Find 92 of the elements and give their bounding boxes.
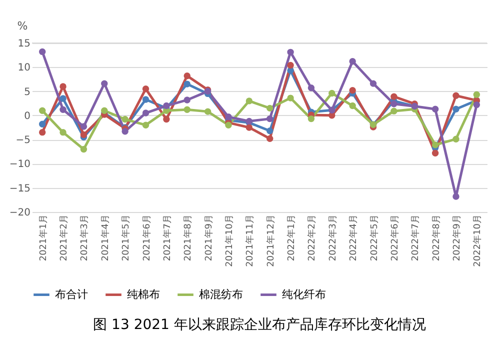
legend-label: 布合计 [55, 288, 88, 301]
x-tick-label: 2021年2月 [58, 214, 70, 262]
y-tick-label: 5 [24, 86, 30, 98]
point [390, 108, 398, 114]
point [266, 104, 274, 112]
x-tick-label: 2022年9月 [451, 214, 462, 262]
point [122, 128, 128, 135]
point [184, 72, 190, 80]
point [390, 100, 398, 108]
x-tick-label: 2022年6月 [389, 214, 400, 262]
point [349, 102, 356, 110]
text: 图 13 2021 年以来跟踪企业布产品库存环比变化情况 [93, 317, 426, 333]
point [60, 83, 66, 90]
point [390, 93, 398, 100]
point [349, 58, 356, 65]
legend-label: 纯棉布 [127, 288, 160, 301]
x-tick-label: 2021年12月 [265, 214, 276, 267]
x-tick-label: 2022年3月 [327, 214, 338, 262]
point [142, 122, 150, 128]
y-tick-label: 0 [24, 110, 30, 122]
point [60, 106, 66, 113]
point [287, 94, 294, 102]
point [184, 106, 190, 113]
point [287, 62, 294, 69]
x-tick-label: 2021年5月 [120, 214, 132, 262]
point [432, 150, 439, 156]
point [452, 92, 460, 99]
legend-label: 棉混纺布 [199, 288, 243, 301]
legend-label: 纯化纤布 [282, 288, 326, 301]
point [328, 90, 336, 97]
point [163, 102, 170, 110]
point [308, 84, 315, 92]
point [80, 131, 88, 138]
point [142, 86, 150, 92]
x-tick-label: 2021年1月 [38, 214, 49, 262]
x-tick-label: 2022年4月 [348, 214, 360, 262]
x-tick-label: 2022年2月 [306, 214, 318, 262]
point [184, 80, 190, 88]
point [80, 123, 88, 130]
point [38, 128, 46, 136]
point [60, 128, 66, 136]
point [204, 108, 212, 115]
y-tick-label: −15 [9, 183, 30, 194]
x-tick-label: 2021年11月 [244, 214, 256, 267]
point [60, 95, 66, 102]
point [370, 80, 377, 87]
x-tick-label: 2022年1月 [286, 214, 298, 262]
point [432, 106, 439, 112]
x-tick-label: 2021年8月 [182, 214, 194, 262]
x-tick-label: 2021年3月 [79, 214, 90, 262]
y-axis-title: % [17, 20, 28, 32]
point [287, 48, 294, 56]
point [246, 124, 253, 131]
x-tick-label: 2022年8月 [430, 214, 442, 262]
point [101, 107, 108, 114]
point [80, 146, 88, 153]
point [38, 107, 46, 114]
point [473, 91, 480, 98]
point [246, 98, 253, 104]
point [184, 96, 190, 104]
x-tick-label: 2021年9月 [203, 214, 214, 262]
point [101, 80, 108, 87]
x-tick-label: 2021年7月 [162, 214, 173, 262]
point [473, 101, 480, 108]
x-tick-label: 2022年10月 [472, 214, 484, 267]
x-tick-label: 2021年10月 [224, 214, 235, 267]
x-tick-label: 2021年4月 [100, 214, 111, 262]
point [225, 122, 232, 128]
point [266, 128, 274, 134]
y-tick-label: −5 [16, 135, 30, 146]
point [142, 96, 150, 103]
x-tick-label: 2022年5月 [368, 214, 380, 262]
y-tick-label: 15 [18, 38, 30, 50]
x-tick-label: 2022年7月 [410, 214, 422, 262]
y-tick-label: −10 [9, 159, 30, 170]
point [225, 114, 232, 120]
point [163, 116, 170, 123]
point [432, 142, 439, 148]
point [122, 116, 128, 123]
point [266, 135, 274, 142]
point [308, 115, 315, 122]
point [349, 86, 356, 94]
point [38, 120, 46, 128]
point [452, 106, 460, 112]
point [452, 193, 460, 200]
point [142, 110, 150, 116]
point [452, 136, 460, 142]
y-tick-label: −20 [9, 208, 30, 218]
point [38, 48, 46, 56]
y-tick-label: 10 [18, 62, 30, 74]
x-tick-label: 2021年6月 [141, 214, 152, 262]
point [266, 115, 274, 122]
